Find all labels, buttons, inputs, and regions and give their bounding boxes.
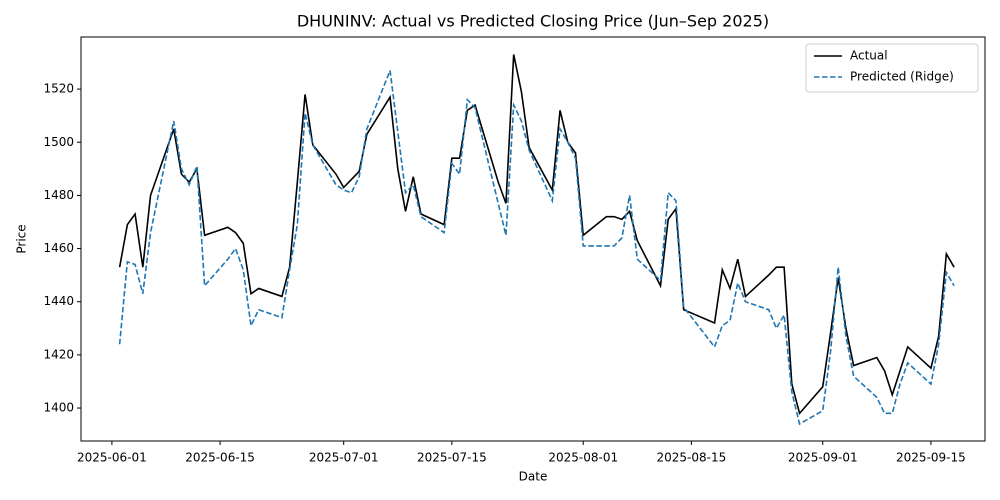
series-line [118,70,955,426]
y-tick-label: 1500 [43,135,74,149]
chart-title: DHUNINV: Actual vs Predicted Closing Pri… [297,12,769,31]
x-tick-label: 2025-06-15 [185,451,255,465]
x-tick-label: 2025-07-01 [309,451,379,465]
x-tick-label: 2025-09-01 [788,451,858,465]
y-tick-label: 1520 [43,82,74,96]
x-tick-label: 2025-08-15 [657,451,727,465]
y-tick-label: 1440 [43,294,74,308]
x-tick-label: 2025-08-01 [548,451,618,465]
y-tick-label: 1420 [43,347,74,361]
legend-label: Predicted (Ridge) [850,70,954,84]
y-tick-label: 1400 [43,401,74,415]
legend-box [805,43,979,93]
legend-label: Actual [850,49,888,63]
y-axis-label: Price [15,224,29,253]
plot-frame [80,36,986,442]
x-tick-label: 2025-07-15 [417,451,487,465]
y-tick-label: 1460 [43,241,74,255]
x-tick-label: 2025-09-15 [896,451,966,465]
x-axis-label: Date [519,470,548,484]
x-tick-label: 2025-06-01 [77,451,147,465]
series-line [118,54,955,416]
y-tick-label: 1480 [43,188,74,202]
